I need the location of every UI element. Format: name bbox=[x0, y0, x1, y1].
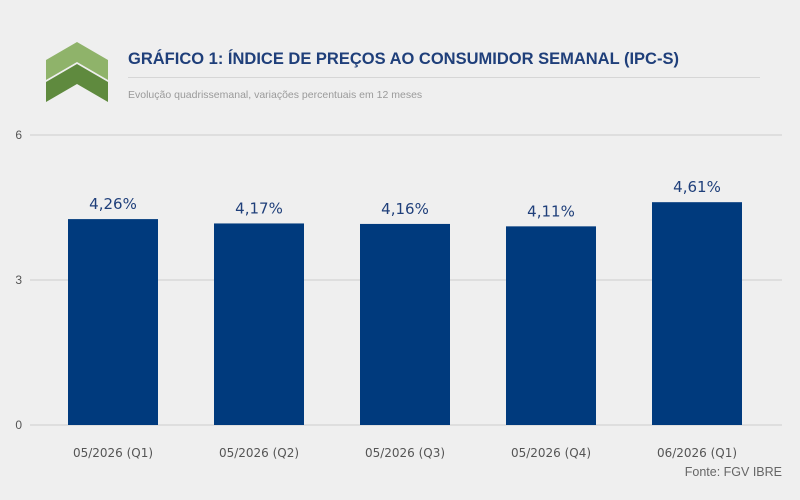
bar bbox=[360, 223, 450, 425]
data-label: 4,11% bbox=[527, 202, 575, 220]
bar bbox=[506, 226, 596, 425]
data-label: 4,16% bbox=[381, 200, 429, 218]
x-tick-label: 05/2026 (Q1) bbox=[73, 446, 153, 460]
data-label: 4,17% bbox=[235, 199, 283, 217]
x-tick-label: 05/2026 (Q3) bbox=[365, 446, 445, 460]
title-divider bbox=[128, 77, 760, 78]
bar bbox=[652, 202, 742, 425]
x-tick-label: 05/2026 (Q2) bbox=[219, 446, 299, 460]
bar bbox=[68, 219, 158, 425]
logo-chevron-bottom bbox=[46, 64, 108, 102]
data-label: 4,61% bbox=[673, 178, 721, 196]
data-label: 4,26% bbox=[89, 195, 137, 213]
source-note: Fonte: FGV IBRE bbox=[684, 465, 782, 479]
y-tick-label: 6 bbox=[15, 128, 22, 142]
y-tick-label: 3 bbox=[15, 273, 22, 287]
chart-title: GRÁFICO 1: ÍNDICE DE PREÇOS AO CONSUMIDO… bbox=[128, 50, 679, 68]
chevron-logo-icon bbox=[46, 42, 108, 102]
x-tick-label: 06/2026 (Q1) bbox=[657, 446, 737, 460]
logo-chevron-top bbox=[46, 42, 108, 80]
y-tick-label: 0 bbox=[15, 418, 22, 432]
bar bbox=[214, 223, 304, 425]
chart-subtitle: Evolução quadrissemanal, variações perce… bbox=[128, 89, 423, 101]
x-tick-label: 05/2026 (Q4) bbox=[511, 446, 591, 460]
